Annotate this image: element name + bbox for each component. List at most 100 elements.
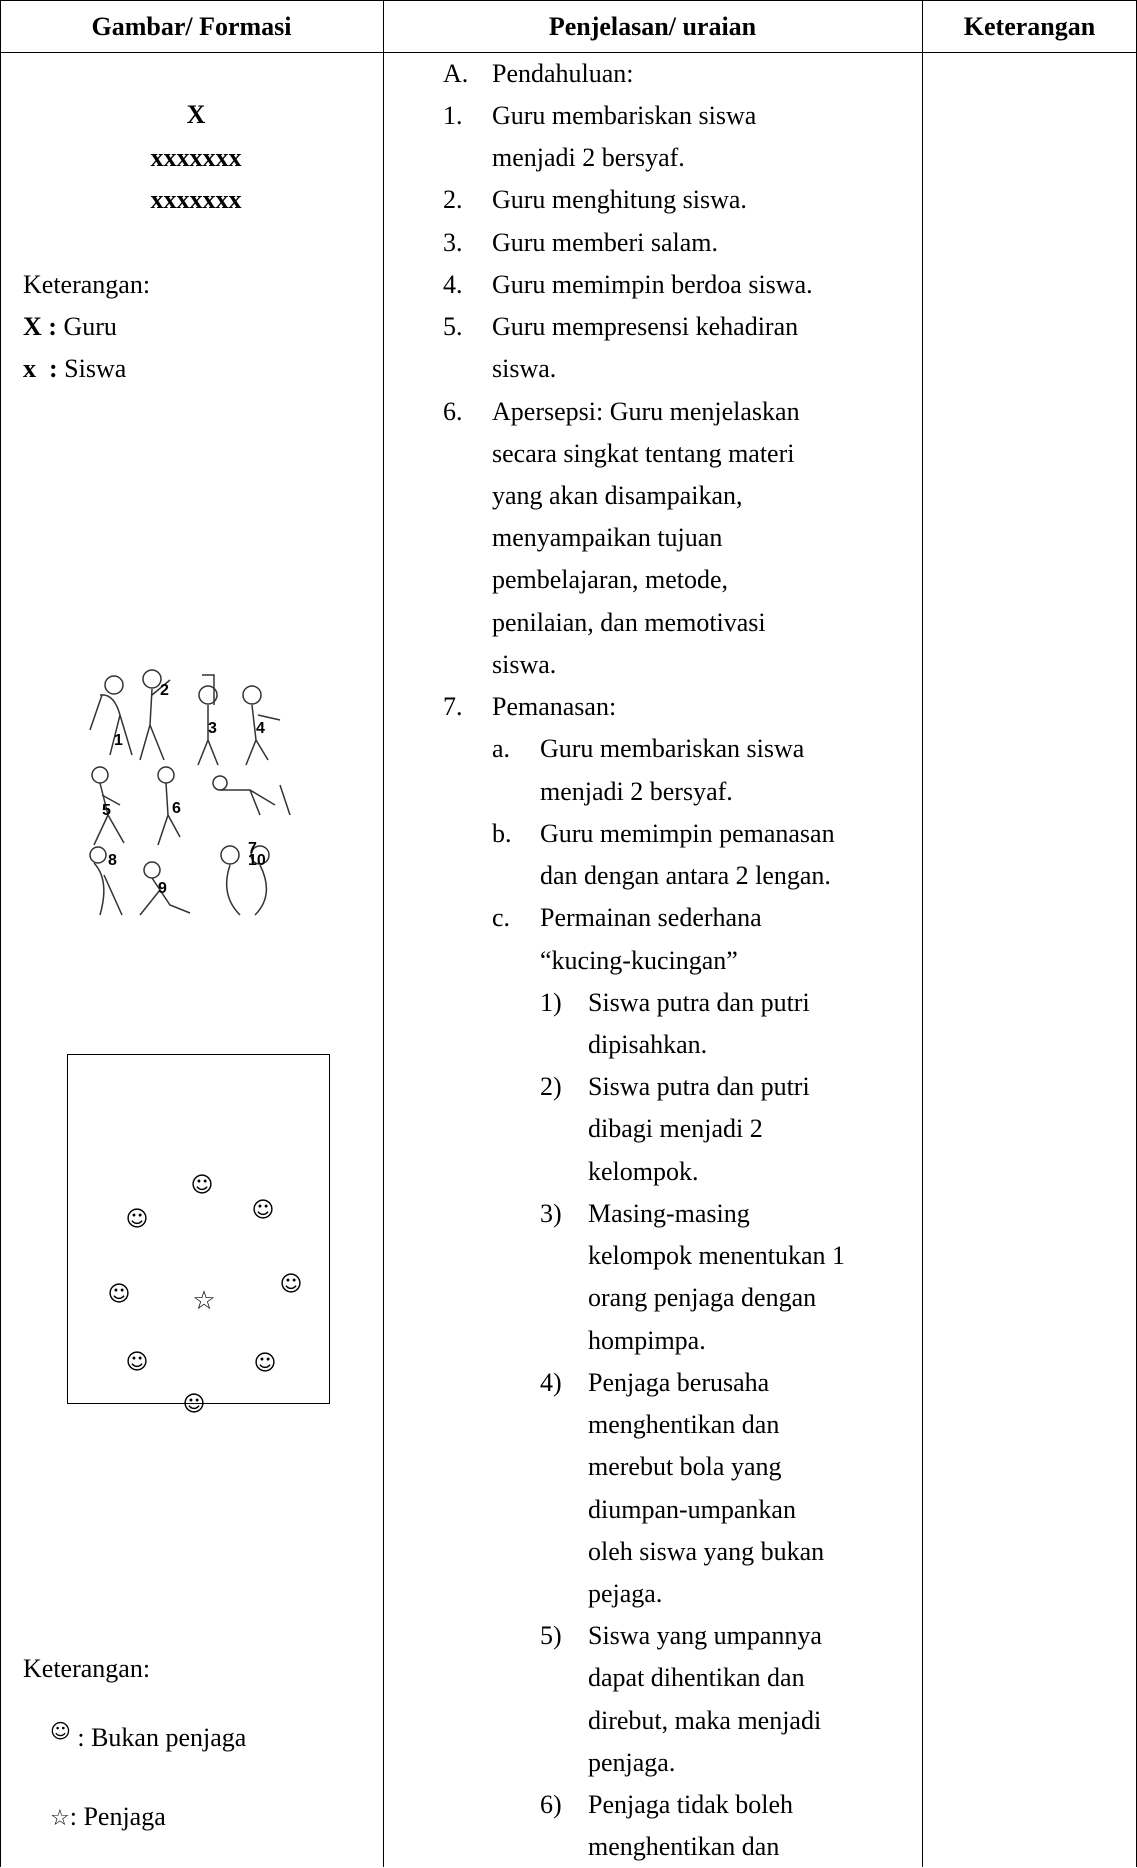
stretch-label: 2 — [160, 682, 169, 699]
table-border — [0, 0, 1137, 1]
step-text: oleh siswa yang bukan — [588, 1536, 825, 1566]
step-text: diumpan-umpankan — [588, 1494, 796, 1524]
step-marker: b. — [492, 818, 512, 848]
step-text: dan dengan antara 2 lengan. — [540, 861, 831, 891]
step-marker: 4) — [540, 1367, 562, 1397]
stretch-label: 1 — [114, 732, 123, 749]
step-text: menyampaikan tujuan — [492, 523, 723, 553]
step-marker: 2) — [540, 1072, 562, 1102]
step-text: Guru memimpin pemanasan — [540, 818, 835, 848]
legend-label: : Bukan penjaga — [77, 1723, 247, 1752]
legend-label: Guru — [63, 312, 117, 341]
player-symbol: ☺ — [253, 1351, 277, 1376]
column-divider — [922, 0, 923, 1867]
player-symbol: ☺ — [125, 1207, 149, 1232]
header-divider — [0, 52, 1137, 53]
step-marker: 4. — [443, 269, 463, 299]
stretching-illustration: 1 2 3 4 5 6 7 8 9 10 — [89, 669, 291, 916]
header-cell: Penjelasan/ uraian — [548, 12, 757, 41]
step-text: Guru menghitung siswa. — [492, 185, 747, 215]
legend-item: x : Siswa — [23, 348, 126, 390]
formation-teacher: X — [186, 100, 206, 129]
header-cell: Gambar/ Formasi — [91, 12, 292, 41]
step-marker: 1) — [540, 987, 562, 1017]
legend-title: Keterangan: — [23, 270, 151, 299]
table-border — [0, 0, 1, 1867]
step-marker: c. — [492, 903, 511, 933]
legend-label: Siswa — [64, 354, 127, 383]
step-text: yang akan disampaikan, — [492, 481, 743, 510]
legend-label: : Penjaga — [69, 1802, 166, 1831]
stretch-label: 4 — [256, 720, 265, 737]
step-marker: 2. — [443, 185, 463, 215]
game-field — [67, 1054, 330, 1404]
step-marker: 6) — [540, 1790, 562, 1820]
step-text: Penjaga tidak boleh — [588, 1790, 794, 1820]
legend-item: ☺ : Bukan penjaga — [50, 1717, 246, 1759]
legend-item: ☆: Penjaga — [50, 1796, 166, 1838]
player-symbol: ☺ — [190, 1173, 214, 1198]
step-text: hompimpa. — [588, 1325, 706, 1355]
step-text: Apersepsi: Guru menjelaskan — [492, 396, 800, 426]
step-text: Pendahuluan: — [492, 58, 634, 88]
legend-symbol: X : — [23, 312, 57, 341]
step-text: merebut bola yang — [588, 1452, 782, 1482]
stretch-label: 8 — [108, 852, 117, 869]
column-divider — [383, 0, 384, 1867]
stretch-label: 10 — [248, 852, 266, 869]
stretch-label: 3 — [208, 720, 217, 737]
step-text: Pemanasan: — [492, 692, 617, 722]
step-marker: 7. — [443, 692, 463, 722]
step-text: penilaian, dan memotivasi — [492, 607, 766, 637]
step-text: Guru mempresensi kehadiran — [492, 312, 799, 342]
step-text: dibagi menjadi 2 — [588, 1114, 763, 1144]
step-marker: 3. — [443, 227, 463, 257]
step-text: Siswa putra dan putri — [588, 1072, 810, 1102]
stretch-label: 6 — [172, 800, 181, 817]
step-text: dipisahkan. — [588, 1029, 708, 1059]
legend-symbol: x : — [23, 354, 58, 383]
formation-students: xxxxxxx — [150, 143, 242, 172]
stretch-label: 9 — [158, 880, 167, 897]
step-marker: a. — [492, 734, 511, 764]
step-text: Guru membariskan siswa — [540, 734, 805, 764]
formation-students: xxxxxxx — [150, 185, 242, 214]
step-text: menghentikan dan — [588, 1410, 780, 1440]
step-text: siswa. — [492, 354, 557, 384]
step-marker: 6. — [443, 396, 463, 426]
legend-symbol: ☺ — [50, 1719, 71, 1743]
step-text: dapat dihentikan dan — [588, 1663, 805, 1693]
step-marker: 5. — [443, 312, 463, 342]
step-text: Siswa putra dan putri — [588, 987, 810, 1017]
step-text: penjaga. — [588, 1747, 676, 1777]
chaser-symbol: ☆ — [192, 1286, 216, 1316]
step-text: menjadi 2 bersyaf. — [540, 776, 733, 806]
step-marker: 3) — [540, 1198, 562, 1228]
step-text: Guru membariskan siswa — [492, 100, 757, 130]
step-text: menghentikan dan — [588, 1832, 780, 1862]
step-text: secara singkat tentang materi — [492, 438, 795, 468]
step-text: pembelajaran, metode, — [492, 565, 729, 595]
step-text: “kucing-kucingan” — [540, 945, 738, 975]
step-text: Permainan sederhana — [540, 903, 762, 933]
step-text: kelompok menentukan 1 — [588, 1241, 846, 1271]
step-text: kelompok. — [588, 1156, 699, 1186]
legend-item: X : Guru — [23, 306, 117, 348]
step-text: orang penjaga dengan — [588, 1283, 817, 1313]
player-symbol: ☺ — [107, 1282, 131, 1307]
player-symbol: ☺ — [182, 1392, 206, 1417]
step-marker: A. — [443, 58, 469, 88]
step-text: direbut, maka menjadi — [588, 1705, 822, 1735]
step-text: siswa. — [492, 649, 557, 679]
step-text: pejaga. — [588, 1578, 663, 1608]
step-text: Guru memimpin berdoa siswa. — [492, 269, 813, 299]
step-text: Masing-masing — [588, 1198, 750, 1228]
step-text: Siswa yang umpannya — [588, 1621, 822, 1651]
player-symbol: ☺ — [279, 1272, 303, 1297]
stretch-label: 5 — [102, 802, 111, 819]
step-text: Penjaga berusaha — [588, 1367, 770, 1397]
player-symbol: ☺ — [125, 1350, 149, 1375]
stretch-label: 7 — [248, 840, 257, 857]
figure-sketches — [89, 669, 291, 916]
